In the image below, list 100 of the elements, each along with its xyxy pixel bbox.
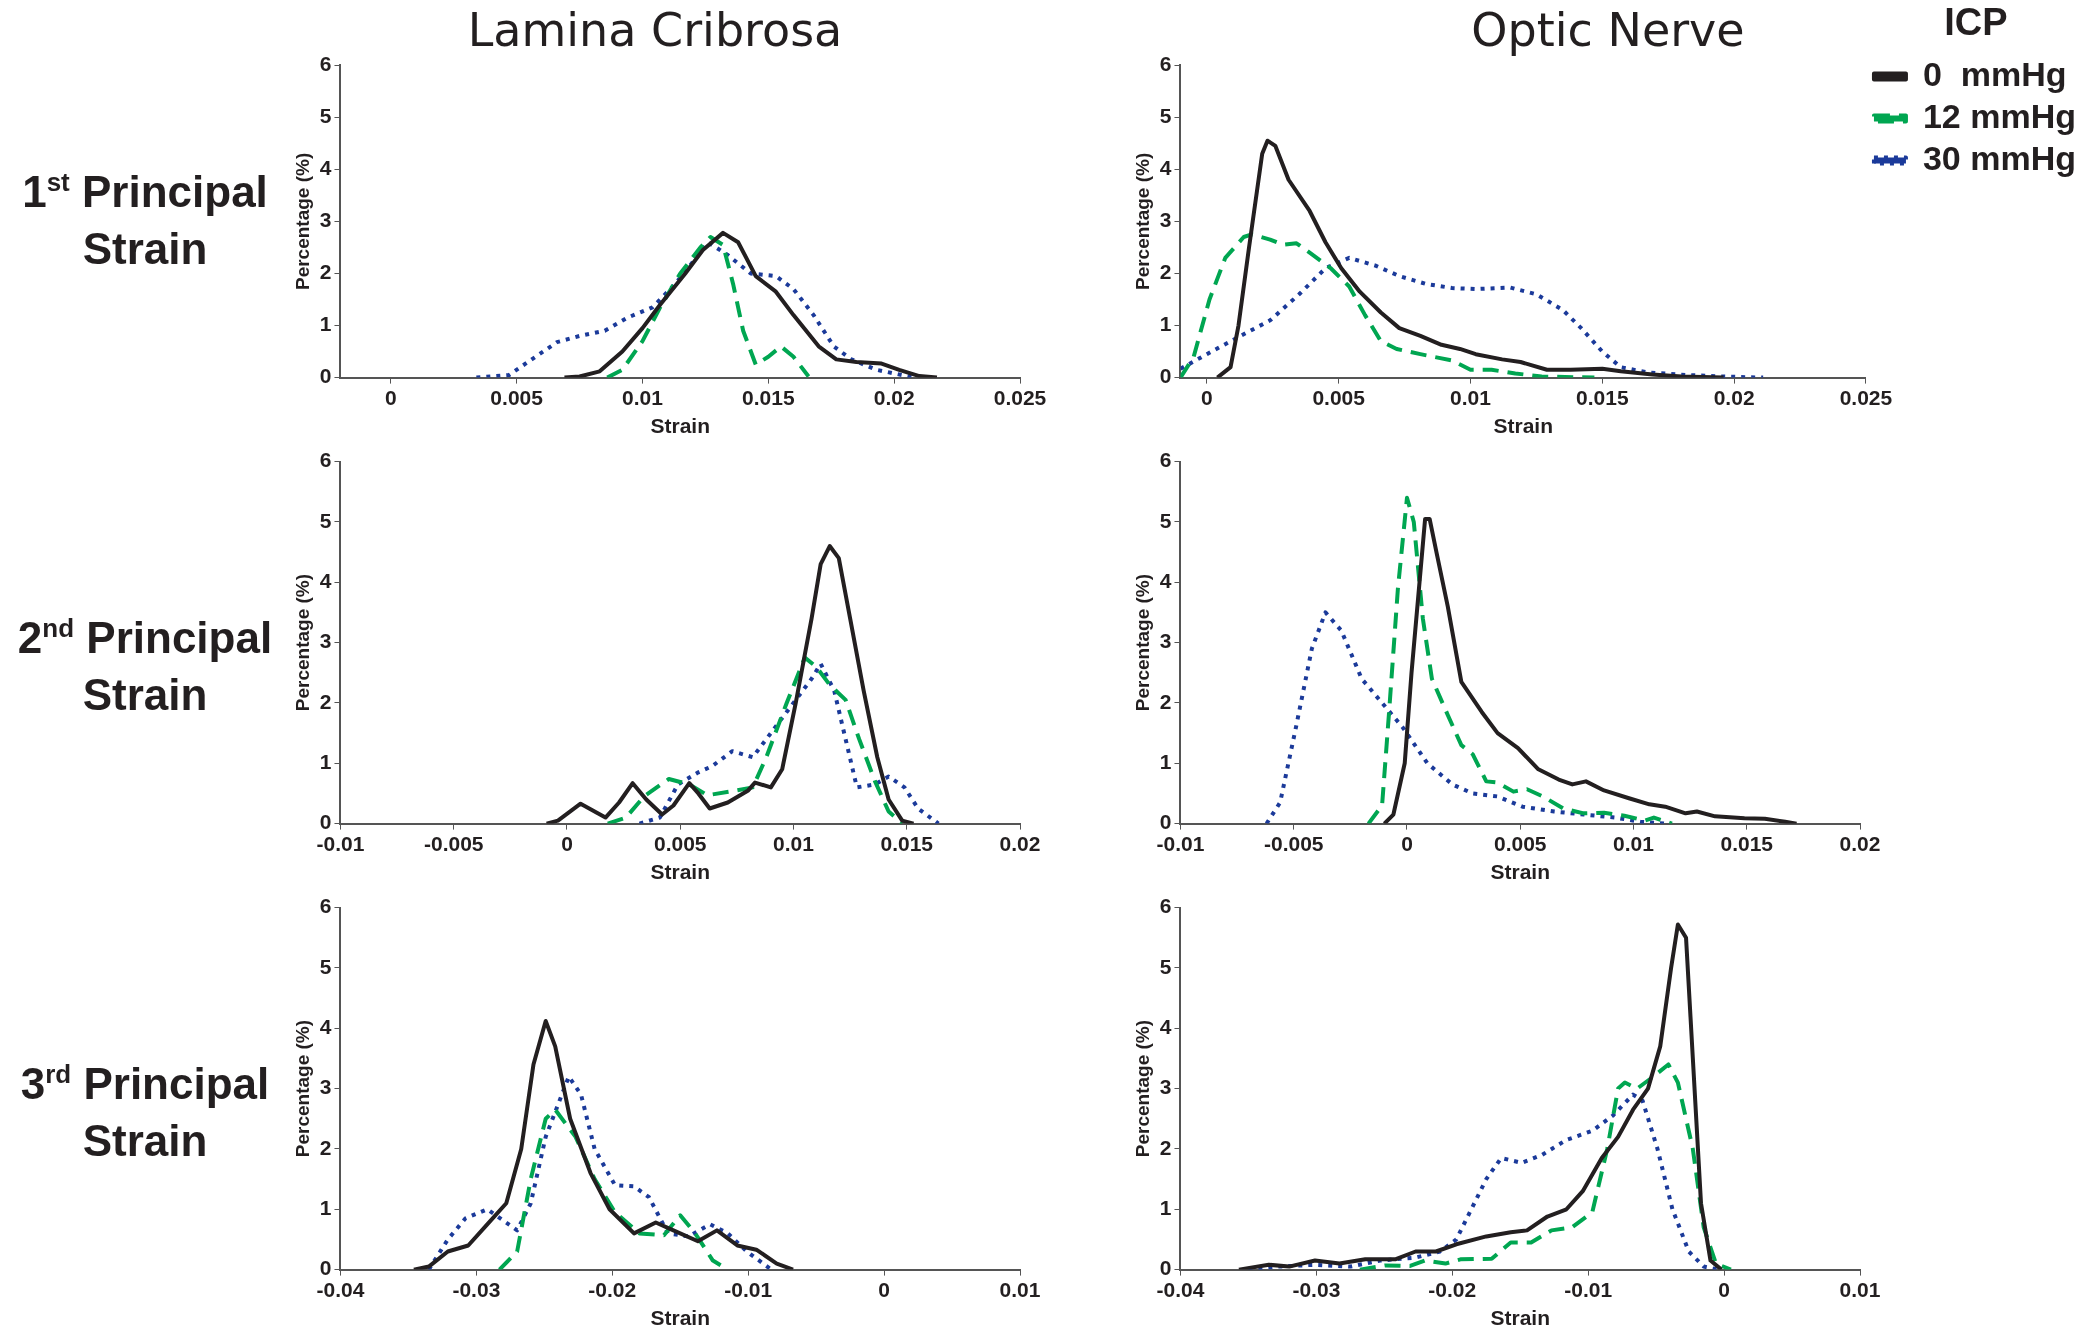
y-tick-label: 4	[1159, 569, 1172, 593]
x-tick-label: 0.025	[1839, 386, 1893, 409]
text: 3$^{rd}$ Principal Strain	[19, 1057, 271, 1167]
y-axis-title: Percentage (%)	[1131, 573, 1153, 712]
x-tick-label: -0.04	[316, 1278, 365, 1301]
x-tick-label: 0.025	[993, 386, 1047, 409]
x-tick-label: -0.005	[1263, 832, 1324, 855]
x-tick-label: 0	[1401, 832, 1413, 855]
y-tick-label: 1	[1159, 1196, 1172, 1220]
x-axis-title: Strain	[650, 860, 710, 884]
y-tick-label: 0	[1159, 810, 1172, 834]
text: 1$^{st}$ Principal Strain	[21, 165, 269, 275]
y-tick-label: 3	[1159, 208, 1172, 232]
x-tick-label: 0	[561, 832, 573, 855]
x-tick-label: 0.015	[742, 386, 795, 409]
y-tick-label: 5	[319, 104, 332, 128]
y-tick-label: 1	[1159, 750, 1172, 774]
legend-label: 12 mmHg	[1922, 96, 2077, 135]
y-tick-label: 4	[319, 156, 332, 180]
x-tick-label: 0	[878, 1278, 890, 1301]
legend-label: 0 mmHg	[1922, 54, 2067, 93]
y-tick-label: 0	[319, 810, 332, 834]
y-tick-label: 5	[319, 508, 332, 532]
y-tick-label: 6	[319, 448, 332, 472]
x-axis-title: Strain	[1490, 860, 1550, 884]
y-tick-label: 1	[319, 312, 332, 336]
line-series	[605, 655, 905, 824]
legend-title: ICP	[1944, 1, 2008, 44]
y-tick-label: 2	[1159, 1135, 1172, 1159]
y-tick-label: 2	[319, 1135, 332, 1159]
y-tick-label: 4	[1159, 156, 1172, 180]
y-axis-title: Percentage (%)	[291, 573, 313, 712]
y-tick-label: 0	[319, 364, 332, 388]
line-series	[1180, 255, 1766, 378]
x-tick-label: 0.01	[1839, 1278, 1881, 1301]
x-tick-label: 0.005	[653, 832, 707, 855]
x-tick-label: -0.02	[588, 1278, 637, 1301]
y-tick-label: 5	[1159, 954, 1172, 978]
x-tick-label: -0.03	[1292, 1278, 1341, 1301]
line-series	[1357, 1062, 1733, 1270]
x-tick-label: 0.01	[773, 832, 815, 855]
line-series	[637, 661, 941, 824]
line-series	[1180, 232, 1597, 378]
x-tick-label: 0.01	[999, 1278, 1041, 1301]
y-tick-label: 2	[1159, 689, 1172, 713]
x-axis-title: Strain	[650, 1306, 710, 1330]
y-tick-label: 4	[319, 569, 332, 593]
y-tick-label: 6	[1159, 894, 1172, 918]
x-axis-title: Strain	[1490, 1306, 1550, 1330]
x-axis-title: Strain	[1493, 414, 1553, 438]
y-tick-label: 6	[1159, 448, 1172, 472]
line-series	[605, 235, 811, 378]
x-tick-label: -0.04	[1156, 1278, 1205, 1301]
y-tick-label: 5	[319, 954, 332, 978]
x-tick-label: 0.015	[880, 832, 934, 855]
x-tick-label: -0.02	[1428, 1278, 1477, 1301]
y-axis-title: Percentage (%)	[1131, 152, 1153, 291]
y-tick-label: 0	[1159, 364, 1172, 388]
x-tick-label: 0	[1201, 386, 1213, 409]
y-tick-label: 6	[319, 52, 332, 75]
x-tick-label: 0.015	[1576, 386, 1629, 409]
y-axis-title: Percentage (%)	[1131, 1019, 1153, 1158]
y-axis-title: Percentage (%)	[291, 1019, 313, 1158]
y-tick-label: 6	[319, 894, 332, 918]
x-tick-label: 0.01	[1450, 386, 1492, 409]
legend-label: 30 mmHg	[1922, 138, 2077, 177]
y-tick-label: 0	[319, 1256, 332, 1280]
x-tick-label: 0.01	[1613, 832, 1655, 855]
x-tick-label: -0.01	[724, 1278, 773, 1301]
x-tick-label: -0.01	[1564, 1278, 1613, 1301]
x-tick-label: 0.015	[1720, 832, 1774, 855]
y-tick-label: 4	[1159, 1015, 1172, 1039]
x-tick-label: -0.005	[423, 832, 484, 855]
x-tick-label: 0.02	[1713, 386, 1755, 409]
x-tick-label: 0.01	[622, 386, 664, 409]
y-tick-label: 3	[1159, 629, 1172, 653]
chart-title: Optic Nerve	[1471, 2, 1745, 57]
line-series	[1366, 495, 1674, 824]
x-tick-label: -0.01	[316, 832, 365, 855]
y-tick-label: 1	[319, 1196, 332, 1220]
x-tick-label: 0.02	[873, 386, 915, 409]
x-tick-label: 0	[384, 386, 397, 409]
y-tick-label: 1	[1159, 312, 1172, 336]
y-tick-label: 3	[1159, 1075, 1172, 1099]
y-tick-label: 2	[319, 260, 332, 284]
text: 2$^{nd}$ Principal Strain	[16, 611, 274, 721]
y-tick-label: 5	[1159, 104, 1172, 128]
y-tick-label: 0	[1159, 1256, 1172, 1280]
x-tick-label: 0.005	[1312, 386, 1366, 409]
y-tick-label: 2	[319, 689, 332, 713]
chart-title: Lamina Cribrosa	[467, 2, 843, 57]
y-tick-label: 6	[1159, 52, 1172, 75]
y-axis-title: Percentage (%)	[291, 152, 313, 291]
x-tick-label: -0.01	[1156, 832, 1205, 855]
x-tick-label: 0.02	[1839, 832, 1881, 855]
x-tick-label: 0.02	[999, 832, 1041, 855]
y-tick-label: 3	[319, 1075, 332, 1099]
y-tick-label: 2	[1159, 260, 1172, 284]
y-tick-label: 5	[1159, 508, 1172, 532]
x-tick-label: 0.005	[490, 386, 544, 409]
